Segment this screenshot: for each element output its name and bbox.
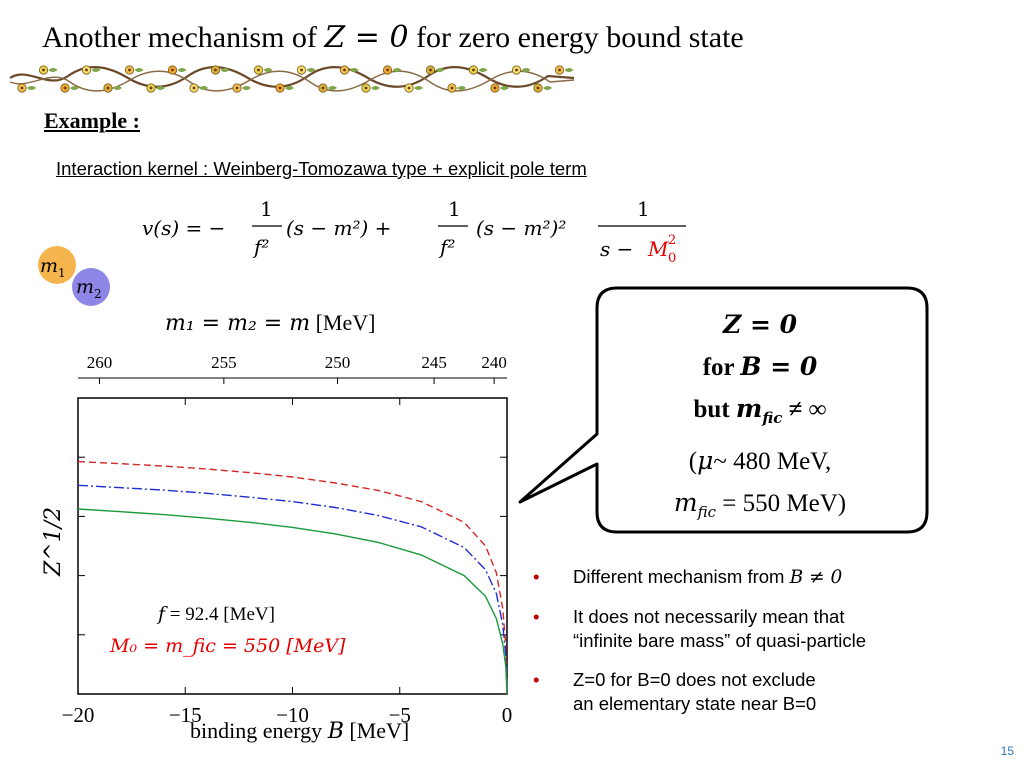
callout-line4: (μ~ 480 MeV, [688, 446, 832, 475]
z-half-chart: 260 255 250 245 240 −20 −15 −10 −5 0 f = 92.4 [M… [41, 353, 513, 744]
particle-m2-ball [72, 268, 110, 306]
flower-icon [17, 83, 36, 93]
formula-den3: s − [600, 237, 633, 261]
title-text-pre: Another mechanism of [42, 21, 325, 54]
flower-icon [404, 83, 423, 93]
interaction-kernel-formula: v(s) = − 1 f² (s − m²) + 1 f² (s − m²)² … [142, 197, 686, 266]
flower-icon [361, 83, 380, 93]
formula-lhs: v(s) = − [142, 216, 225, 240]
particle-m1-ball [38, 246, 76, 284]
callout-line1: Z = 0 [723, 310, 797, 339]
top-tick-label: 260 [87, 353, 113, 372]
bullet-item: • Z=0 for B=0 does not exclude an element… [533, 669, 817, 714]
callout-bubble [518, 286, 929, 534]
slide-title: Another mechanism of Z = 0 for zero ener… [42, 20, 744, 55]
y-axis-label: Z^1/2 [41, 507, 66, 577]
flower-icon [210, 65, 230, 75]
flower-vine-icon [9, 65, 575, 93]
top-tick-label: 255 [211, 353, 237, 372]
top-tick-label: 240 [481, 353, 507, 372]
formula-mid2: (s − m²)² [476, 216, 566, 240]
flower-icon [468, 65, 488, 75]
title-math: Z = 0 [324, 20, 409, 55]
flower-icon [296, 65, 316, 75]
formula-den3-sup: 2 [668, 233, 676, 248]
title-text-post: for zero energy bound state [408, 21, 744, 54]
top-tick-label: 245 [421, 353, 447, 372]
flower-icon [511, 65, 531, 75]
particle-m2-label: m2 [76, 276, 102, 301]
flower-icon [167, 65, 187, 75]
formula-num2: 1 [448, 197, 461, 221]
flower-icon [81, 65, 101, 75]
formula-den3-M: M [647, 237, 669, 261]
bullet-list: • Different mechanism from B ≠ 0 • It do… [533, 565, 1013, 731]
flower-icon [382, 65, 402, 75]
series-line-1 [77, 460, 508, 695]
flower-icon [103, 83, 122, 93]
x-tick-label: −10 [276, 703, 309, 727]
x-axis-label: binding energy B [MeV] [190, 718, 409, 744]
callout-line2: for B = 0 [702, 352, 818, 381]
bullet-dot: • [533, 566, 540, 587]
flower-icon [490, 83, 509, 93]
flower-icon [425, 65, 445, 75]
formula-num3: 1 [637, 197, 650, 221]
x-tick-label: −15 [169, 703, 202, 727]
flower-icon [554, 65, 574, 75]
bullet-item: • Different mechanism from B ≠ 0 [533, 566, 843, 588]
flower-icon [275, 83, 294, 93]
x-tick-label: 0 [502, 703, 513, 727]
flower-icon [38, 65, 58, 75]
callout-line3: but mfic ≠ ∞ [693, 394, 827, 427]
formula-num1: 1 [260, 197, 273, 221]
annotation-f: f = 92.4 [MeV] [156, 603, 275, 625]
flower-icon [318, 83, 337, 93]
example-heading: Example : [44, 108, 140, 133]
bullet-item: • It does not necessarily mean that “infi… [533, 606, 867, 651]
bullet-dot: • [533, 606, 540, 627]
formula-den3-sub: 0 [668, 251, 676, 266]
flower-icon [60, 83, 79, 93]
callout-line5: mfic = 550 MeV) [673, 488, 847, 521]
flower-icon [232, 83, 251, 93]
flower-icon [533, 83, 552, 93]
callout-text: Z = 0 for B = 0 but mfic ≠ ∞ (μ~ 480 MeV… [600, 304, 920, 534]
formula-mid1: (s − m²) + [286, 216, 391, 240]
flower-icon [189, 83, 208, 93]
annotation-M0: M₀ = m_fic = 550 [MeV] [109, 635, 346, 657]
page-number: 15 [1000, 744, 1014, 758]
x-tick-label: −5 [389, 703, 411, 727]
flower-icon [146, 83, 165, 93]
top-tick-label: 250 [325, 353, 351, 372]
mass-equation: m₁ = m₂ = m [MeV] [165, 310, 376, 336]
x-tick-label: −20 [62, 703, 95, 727]
flower-icon [124, 65, 144, 75]
formula-den2: f² [438, 235, 455, 259]
series-line-3 [77, 508, 508, 695]
formula-den1: f² [252, 235, 269, 259]
flower-icon [447, 83, 466, 93]
bullet-dot: • [533, 669, 540, 690]
series-line-2 [77, 484, 508, 695]
flower-icon [253, 65, 273, 75]
particle-m1-label: m1 [40, 255, 66, 280]
kernel-description: Interaction kernel : Weinberg-Tomozawa t… [56, 158, 587, 179]
flower-icon [339, 65, 359, 75]
